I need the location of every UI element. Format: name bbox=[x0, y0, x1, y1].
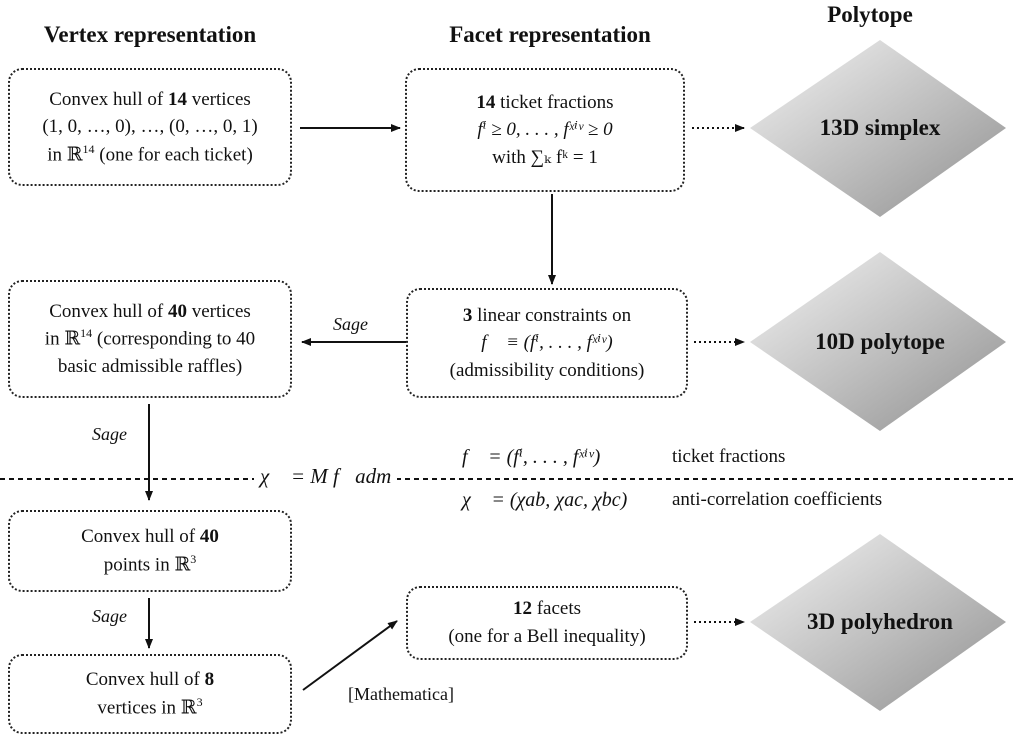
vertex-box-14-vertices: Convex hull of 14 vertices (1, 0, …, 0),… bbox=[8, 68, 292, 186]
arrow-label-sage-middle: Sage bbox=[92, 424, 127, 444]
facet-box-3-linear-constraints: 3 linear constraints on f⃗ ≡ (fⁱ, . . . … bbox=[406, 288, 688, 398]
vertex-box-8-line1: Convex hull of 8 bbox=[85, 669, 215, 691]
facet-box-14-line1: 14 ticket fractions bbox=[476, 91, 614, 113]
definition-f-vector: f⃗ = (fⁱ, . . . , fˣⁱᵛ) bbox=[462, 446, 601, 468]
projection-equation: χ⃗ = M f⃗adm bbox=[254, 464, 398, 489]
vertex-box-14-line1: Convex hull of 14 vertices bbox=[49, 88, 251, 110]
vertex-box-14-line3: in ℝ14 (one for each ticket) bbox=[47, 141, 253, 165]
polytope-10d-label: 10D polytope bbox=[815, 329, 945, 354]
vertex-box-40pts-line2: points in ℝ3 bbox=[103, 551, 197, 576]
arrow-label-sage-row3: Sage bbox=[92, 606, 127, 626]
diamond-10d-polytope bbox=[750, 252, 1006, 431]
header-facet-representation: Facet representation bbox=[449, 22, 651, 47]
facet-box-12-line2: (one for a Bell inequality) bbox=[448, 626, 646, 647]
arrow-vertices8-to-facet12 bbox=[302, 620, 398, 691]
facet-box-12-facets: 12 facets (one for a Bell inequality) bbox=[406, 586, 688, 660]
polytope-13d-simplex-label: 13D simplex bbox=[819, 115, 941, 140]
facet-box-3-line1: 3 linear constraints on bbox=[462, 304, 632, 326]
facet-box-12-line1: 12 facets bbox=[512, 598, 582, 620]
vertex-box-40-points: Convex hull of 40 points in ℝ3 bbox=[8, 510, 292, 592]
vertex-box-14-line2: (1, 0, …, 0), …, (0, …, 0, 1) bbox=[42, 116, 258, 138]
vertex-box-8-vertices: Convex hull of 8 vertices in ℝ3 bbox=[8, 654, 292, 734]
vertex-box-40-vertices: Convex hull of 40 vertices in ℝ14 (corre… bbox=[8, 280, 292, 398]
vertex-box-40-line1: Convex hull of 40 vertices bbox=[49, 300, 251, 322]
definition-chi-text: anti-correlation coefficients bbox=[672, 489, 883, 510]
facet-box-3-line3: (admissibility conditions) bbox=[449, 359, 645, 381]
header-vertex-representation: Vertex representation bbox=[43, 22, 257, 47]
definition-chi-vector: χ⃗ = (χab, χac, χbc) bbox=[462, 489, 628, 511]
polytope-3d-polyhedron-label: 3D polyhedron bbox=[807, 609, 953, 634]
facet-box-3-line2: f⃗ ≡ (fⁱ, . . . , fˣⁱᵛ) bbox=[481, 332, 613, 354]
vertex-box-40pts-line1: Convex hull of 40 bbox=[81, 526, 219, 548]
diamond-3d-polyhedron bbox=[750, 534, 1006, 711]
facet-box-14-line2: fⁱ ≥ 0, . . . , fˣⁱᵛ ≥ 0 bbox=[477, 119, 613, 141]
diamond-13d-simplex bbox=[750, 40, 1006, 217]
arrow-label-sage-row2: Sage bbox=[333, 314, 368, 334]
definition-f-text: ticket fractions bbox=[672, 446, 786, 467]
arrow-label-mathematica: [Mathematica] bbox=[348, 684, 454, 704]
facet-box-14-ticket-fractions: 14 ticket fractions fⁱ ≥ 0, . . . , fˣⁱᵛ… bbox=[405, 68, 685, 192]
vertex-box-8-line2: vertices in ℝ3 bbox=[97, 694, 203, 719]
vertex-box-40-line3: basic admissible raffles) bbox=[57, 355, 243, 377]
facet-box-14-line3: with ∑ₖ fᵏ = 1 bbox=[492, 146, 598, 168]
header-polytope: Polytope bbox=[827, 2, 913, 27]
vertex-box-40-line2: in ℝ14 (corresponding to 40 bbox=[44, 326, 256, 350]
